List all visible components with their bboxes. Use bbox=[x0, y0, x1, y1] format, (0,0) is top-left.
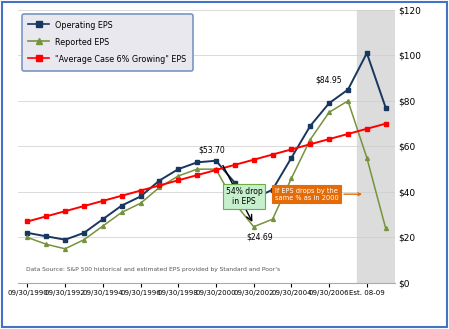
Text: If EPS drops by the
same % as in 2000: If EPS drops by the same % as in 2000 bbox=[275, 188, 361, 201]
Legend: Operating EPS, Reported EPS, "Average Case 6% Growing" EPS: Operating EPS, Reported EPS, "Average Ca… bbox=[22, 14, 193, 71]
Text: $53.70: $53.70 bbox=[199, 146, 225, 155]
Text: 54% drop
in EPS: 54% drop in EPS bbox=[226, 187, 263, 206]
Text: $84.95: $84.95 bbox=[316, 76, 343, 85]
Bar bbox=[357, 10, 395, 283]
Text: Data Source: S&P 500 historical and estimated EPS provided by Standard and Poor': Data Source: S&P 500 historical and esti… bbox=[26, 267, 280, 272]
Text: $24.69: $24.69 bbox=[246, 232, 273, 241]
